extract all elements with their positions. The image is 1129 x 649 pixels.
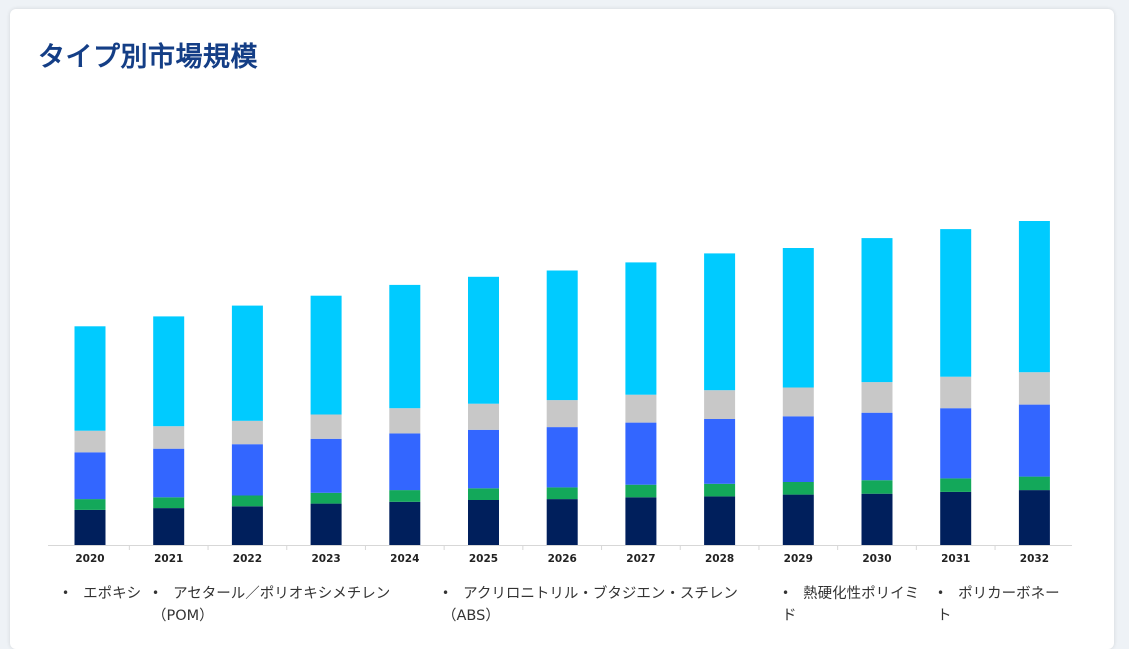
bar-segment-2023-series-3 — [310, 414, 342, 439]
x-tick-label-2031: 2031 — [941, 553, 970, 565]
legend-bullet-2: • — [442, 586, 450, 600]
page-title: タイプ別市場規模 — [38, 42, 258, 73]
bar-segment-2021-series-2 — [153, 448, 185, 498]
bar-segment-2022-series-1 — [231, 495, 263, 507]
bar-segment-2022-series-0 — [231, 506, 263, 545]
legend-bullet-0: • — [62, 586, 70, 600]
bar-segment-2030-series-3 — [861, 382, 893, 413]
x-tick-label-2029: 2029 — [784, 553, 813, 565]
bar-segment-2029-series-0 — [782, 494, 814, 545]
bar-segment-2030-series-1 — [861, 480, 893, 494]
bar-segment-2020-series-3 — [74, 430, 106, 453]
bar-segment-2025-series-1 — [468, 488, 499, 500]
x-tick-label-2027: 2027 — [626, 553, 655, 565]
bar-segment-2026-series-4 — [546, 270, 578, 401]
legend-item-4: • ポリカーボネート — [937, 582, 1062, 627]
bar-segment-2021-series-0 — [153, 508, 185, 545]
x-tick-label-2026: 2026 — [548, 553, 577, 565]
bar-segment-2022-series-3 — [231, 420, 263, 445]
legend-label-2: アクリロニトリル・ブタジエン・スチレン（ABS） — [442, 586, 738, 624]
bar-segment-2020-series-4 — [74, 326, 106, 431]
legend-item-1: • アセタール／ポリオキシメチレン（POM） — [152, 582, 412, 627]
bar-segment-2021-series-1 — [153, 497, 185, 509]
bar-segment-2023-series-1 — [310, 492, 342, 504]
bar-segment-2028-series-0 — [704, 496, 736, 545]
bar-segment-2024-series-4 — [389, 284, 421, 409]
bar-segment-2020-series-0 — [74, 509, 106, 545]
legend-bullet-3: • — [782, 586, 790, 600]
legend-label-4: ポリカーボネート — [937, 586, 1060, 624]
bar-segment-2027-series-2 — [625, 422, 657, 485]
bar-segment-2024-series-1 — [389, 490, 421, 502]
bar-segment-2024-series-3 — [389, 408, 421, 434]
bar-segment-2028-series-2 — [704, 419, 736, 484]
legend-item-3: • 熱硬化性ポリイミド — [782, 582, 922, 627]
bar-segment-2025-series-4 — [468, 276, 499, 404]
bar-segment-2025-series-2 — [468, 429, 499, 489]
bar-segment-2027-series-4 — [625, 262, 657, 395]
bar-segment-2027-series-3 — [625, 394, 657, 423]
stacked-bar-chart: 2020 2021 2022 2023 2024 2025 2026 2027 2028 2029… — [48, 221, 1072, 565]
bar-segment-2024-series-0 — [389, 501, 421, 545]
x-tick-label-2030: 2030 — [862, 553, 891, 565]
bar-segment-2025-series-3 — [468, 403, 499, 430]
bar-segment-2031-series-1 — [940, 478, 972, 492]
bar-segment-2029-series-2 — [782, 416, 814, 482]
bar-segment-2023-series-4 — [310, 295, 342, 415]
legend-label-0: エポキシ — [83, 586, 142, 602]
bar-segment-2032-series-1 — [1018, 476, 1050, 491]
bar-segment-2028-series-3 — [704, 390, 736, 419]
bar-segment-2021-series-4 — [153, 316, 185, 427]
bar-segment-2026-series-3 — [546, 400, 578, 428]
bar-segment-2031-series-0 — [940, 491, 972, 545]
legend-label-1: アセタール／ポリオキシメチレン（POM） — [152, 586, 391, 624]
bar-segment-2027-series-0 — [625, 497, 657, 545]
x-tick-label-2023: 2023 — [311, 553, 340, 565]
bar-segment-2028-series-1 — [704, 483, 736, 497]
bar-segment-2021-series-3 — [153, 426, 185, 449]
x-tick-label-2020: 2020 — [75, 553, 104, 565]
bar-segment-2026-series-1 — [546, 487, 578, 500]
bar-segment-2030-series-2 — [861, 412, 893, 481]
legend-bullet-4: • — [937, 586, 945, 600]
bar-segment-2024-series-2 — [389, 433, 421, 491]
bar-segment-2025-series-0 — [468, 500, 499, 545]
bar-segment-2026-series-0 — [546, 499, 578, 545]
bar-segment-2031-series-2 — [940, 408, 972, 479]
x-tick-label-2021: 2021 — [154, 553, 183, 565]
bar-segment-2023-series-2 — [310, 438, 342, 493]
bar-segment-2027-series-1 — [625, 484, 657, 498]
x-tick-label-2022: 2022 — [233, 553, 262, 565]
bar-segment-2031-series-4 — [940, 229, 972, 377]
x-tick-label-2032: 2032 — [1020, 553, 1049, 565]
bar-segment-2032-series-0 — [1018, 490, 1050, 545]
legend-item-0: • エポキシ — [62, 582, 142, 605]
bar-segment-2032-series-4 — [1018, 221, 1050, 373]
bar-segment-2022-series-2 — [231, 444, 263, 496]
bar-segment-2029-series-1 — [782, 482, 814, 495]
x-tick-label-2028: 2028 — [705, 553, 734, 565]
legend-label-3: 熱硬化性ポリイミド — [782, 586, 920, 624]
x-tick-label-2024: 2024 — [390, 553, 419, 565]
bar-segment-2029-series-4 — [782, 248, 814, 388]
bar-segment-2020-series-2 — [74, 452, 106, 500]
legend-item-2: • アクリロニトリル・ブタジエン・スチレン（ABS） — [442, 582, 762, 627]
x-tick-label-2025: 2025 — [469, 553, 498, 565]
bar-segment-2030-series-4 — [861, 238, 893, 383]
bar-segment-2020-series-1 — [74, 499, 106, 510]
bar-segment-2022-series-4 — [231, 305, 263, 421]
bar-segment-2032-series-3 — [1018, 372, 1050, 405]
bar-segment-2031-series-3 — [940, 376, 972, 409]
bar-segment-2029-series-3 — [782, 387, 814, 417]
bar-segment-2023-series-0 — [310, 503, 342, 545]
legend-bullet-1: • — [152, 586, 160, 600]
bar-segment-2028-series-4 — [704, 253, 736, 391]
bar-segment-2030-series-0 — [861, 493, 893, 545]
bar-segment-2026-series-2 — [546, 427, 578, 488]
bar-segment-2032-series-2 — [1018, 404, 1050, 477]
